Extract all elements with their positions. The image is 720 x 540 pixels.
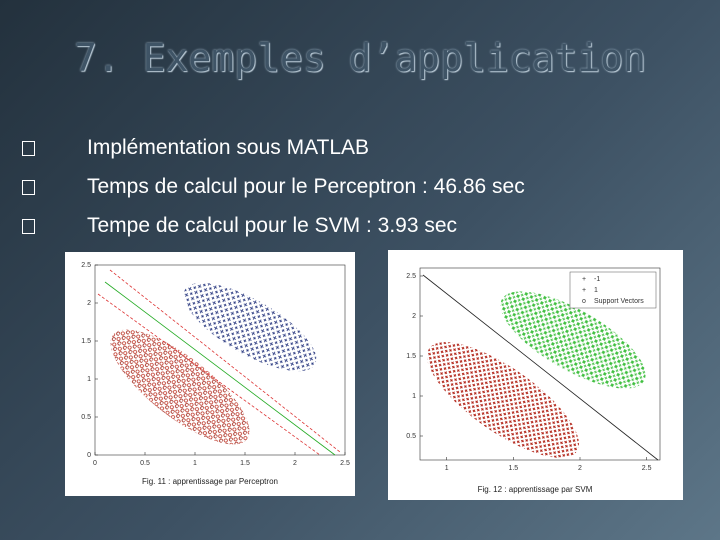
bullet-text: Implémentation sous MATLAB (87, 136, 370, 159)
bullet: Tempe de calcul pour le SVM : 3.93 sec (22, 208, 525, 247)
y-tick-label: 1.5 (406, 353, 416, 360)
margin-line (97, 293, 321, 456)
y-tick-label: 1 (87, 376, 91, 383)
y-tick-label: 2 (87, 300, 91, 307)
cluster (427, 342, 579, 458)
legend-box (569, 271, 657, 309)
bullet-text: Tempe de calcul pour le SVM : 3.93 sec (87, 214, 458, 237)
cluster (183, 282, 317, 372)
y-tick-label: 1 (412, 393, 416, 400)
bullet: Temps de calcul pour le Perceptron : 46.… (22, 169, 525, 208)
legend-label: -1 (594, 276, 600, 283)
x-tick-label: 1.5 (508, 465, 518, 472)
bullet-list: Implémentation sous MATLAB Temps de calc… (22, 130, 525, 247)
margin-line (109, 269, 341, 453)
x-tick-label: 2 (293, 460, 297, 467)
y-tick-label: 0.5 (81, 414, 91, 421)
x-tick-label: 2 (578, 465, 582, 472)
x-tick-label: 1.5 (240, 460, 250, 467)
figure-caption: Fig. 12 : apprentissage par SVM (478, 485, 593, 494)
slide-title: 7. Exemples d’application (74, 36, 646, 80)
legend-marker: + (582, 287, 586, 294)
y-tick-label: 0.5 (406, 433, 416, 440)
y-tick-label: 0 (87, 452, 91, 459)
bullet: Implémentation sous MATLAB (22, 130, 525, 169)
x-tick-label: 1 (193, 460, 197, 467)
y-tick-label: 1.5 (81, 338, 91, 345)
plot-frame (419, 267, 661, 461)
y-tick-label: 2.5 (81, 262, 91, 269)
y-tick-label: 2.5 (406, 273, 416, 280)
figure: Fig. 12 : apprentissage par SVM 1 1.5 2 2.5… (388, 250, 683, 500)
figure-caption: Fig. 11 : apprentissage par Perceptron (142, 477, 278, 486)
separator-line (422, 274, 659, 461)
x-tick-label: 2.5 (642, 465, 652, 472)
x-tick-label: 0.5 (140, 460, 150, 467)
legend-label: 1 (594, 287, 598, 294)
legend-marker: + (582, 276, 586, 283)
separator-line (104, 281, 336, 456)
x-tick-label: 2.5 (340, 460, 350, 467)
x-tick-label: 0 (93, 460, 97, 467)
y-tick-label: 2 (412, 313, 416, 320)
cluster (110, 329, 250, 445)
x-tick-label: 1 (445, 465, 449, 472)
bullet-text: Temps de calcul pour le Perceptron : 46.… (87, 175, 525, 198)
legend-label: Support Vectors (594, 298, 644, 305)
plot-frame (94, 264, 346, 456)
figure: Fig. 11 : apprentissage par Perceptron 0… (65, 252, 355, 496)
cluster (500, 291, 646, 389)
legend-marker: o (582, 298, 586, 305)
